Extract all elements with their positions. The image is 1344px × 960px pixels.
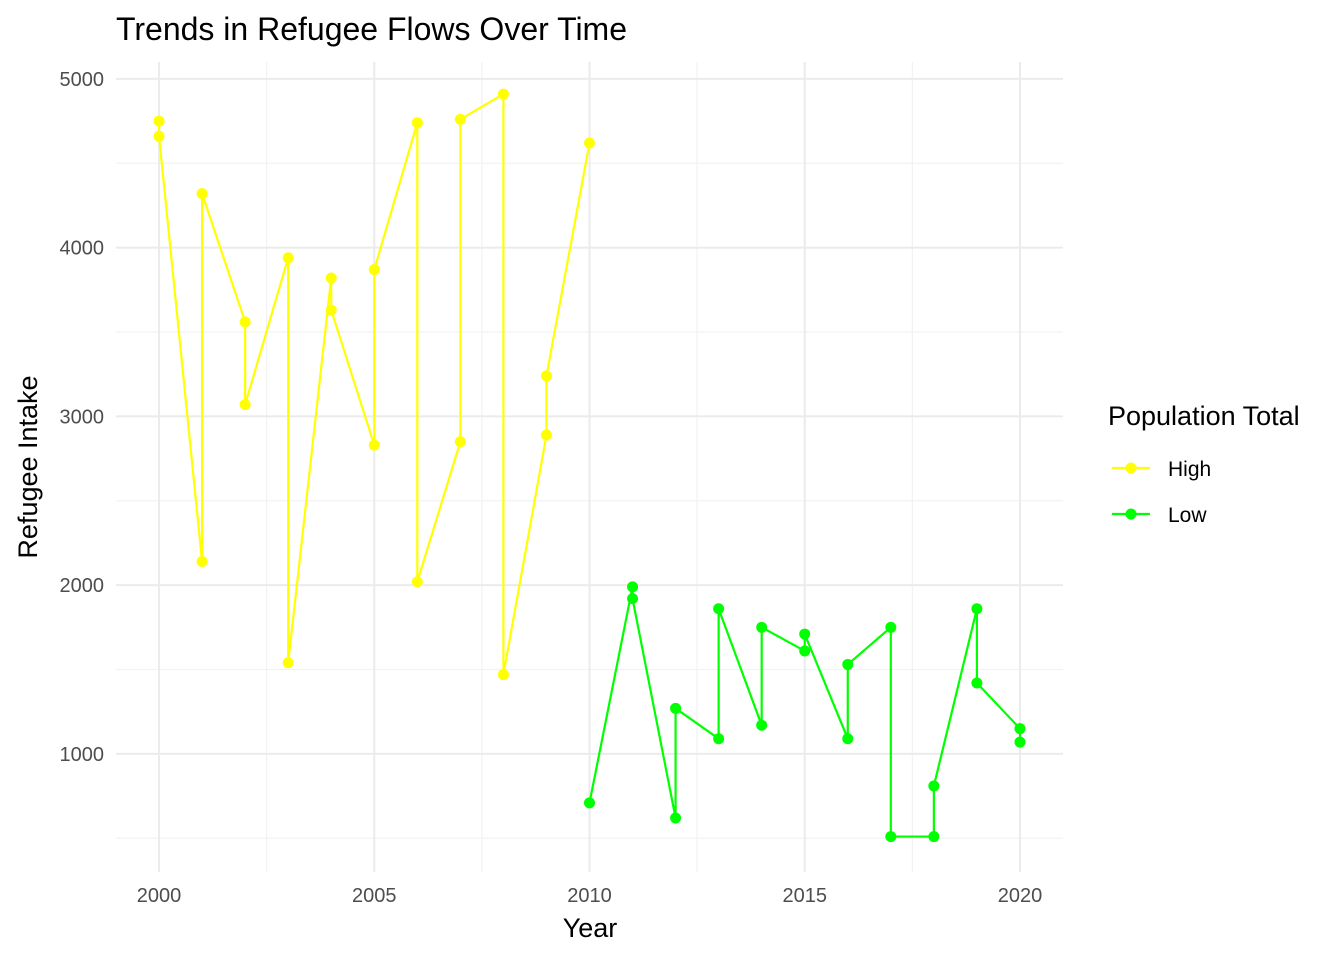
data-point (885, 831, 897, 843)
y-tick-label: 5000 (60, 69, 105, 91)
legend-key-point (1125, 462, 1137, 474)
data-point (756, 621, 768, 633)
data-point (584, 137, 595, 149)
data-point (368, 264, 380, 276)
data-point (411, 576, 423, 588)
legend-item-low: Low (1112, 504, 1207, 527)
x-tick-label: 2005 (352, 885, 397, 907)
data-point (411, 117, 423, 129)
data-point (325, 272, 337, 284)
x-tick-label: 2000 (137, 885, 182, 907)
data-point (497, 669, 509, 681)
data-point (239, 316, 251, 328)
data-point (282, 657, 294, 669)
legend-label: Low (1168, 504, 1207, 527)
data-point (627, 593, 639, 605)
data-point (368, 439, 380, 451)
y-tick-label: 4000 (60, 238, 105, 260)
data-point (971, 677, 983, 689)
data-point (756, 719, 768, 731)
legend: Population Total High Low (1108, 401, 1300, 527)
data-point (928, 780, 940, 792)
legend-label: High (1168, 458, 1211, 481)
legend-key-point (1125, 508, 1137, 520)
data-point (239, 399, 251, 411)
data-point (540, 429, 552, 441)
x-tick-label: 2010 (567, 885, 612, 907)
y-tick-label: 3000 (60, 406, 105, 428)
data-point (454, 436, 466, 448)
data-point (196, 188, 208, 200)
series-lines (153, 88, 1026, 843)
data-point (842, 658, 854, 670)
data-point (454, 113, 466, 125)
data-point (670, 812, 682, 824)
x-tick-label: 2015 (782, 885, 827, 907)
data-point (713, 733, 725, 745)
data-point (670, 702, 682, 714)
legend-title: Population Total (1108, 401, 1300, 431)
data-point (153, 130, 165, 142)
data-point (153, 115, 165, 127)
y-tick-label: 2000 (60, 575, 105, 597)
data-point (885, 621, 897, 633)
legend-item-high: High (1112, 458, 1211, 481)
series-high (153, 88, 595, 681)
chart-title: Trends in Refugee Flows Over Time (116, 11, 627, 47)
x-tick-label: 2020 (998, 885, 1043, 907)
data-point (842, 733, 854, 745)
data-point (971, 603, 983, 615)
data-point (282, 252, 294, 264)
gridlines (116, 62, 1063, 872)
data-point (196, 556, 208, 567)
data-point (799, 645, 811, 657)
y-axis-title: Refugee Intake (13, 375, 43, 558)
series-low (584, 581, 1026, 843)
data-point (1014, 736, 1026, 748)
tick-labels: 2000 2005 2010 2015 2020 1000 2000 3000 4000 5000 (60, 69, 1043, 907)
data-point (584, 797, 595, 809)
data-point (799, 628, 811, 640)
legend-items: High Low (1112, 458, 1211, 527)
x-axis-title: Year (563, 913, 618, 943)
data-point (713, 603, 725, 615)
data-point (540, 370, 552, 382)
y-tick-label: 1000 (60, 744, 105, 766)
data-point (1014, 723, 1026, 735)
data-point (627, 581, 639, 593)
data-point (497, 88, 509, 100)
data-point (325, 304, 337, 316)
data-point (928, 831, 940, 843)
